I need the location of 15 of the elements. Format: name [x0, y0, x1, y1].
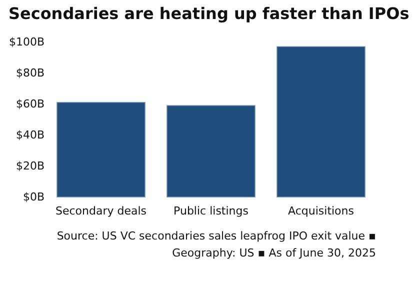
chart-title: Secondaries are heating up faster than IPOs	[8, 4, 410, 23]
bar	[56, 102, 146, 198]
y-tick-label: $20B	[16, 160, 44, 172]
source-note: Source: US VC secondaries sales leapfrog IPO exit value ▪	[56, 230, 376, 242]
x-tick-label: Secondary deals	[55, 204, 147, 218]
y-tick-label: $80B	[16, 66, 44, 80]
x-tick-label: Acquisitions	[288, 204, 354, 218]
y-tick-label: $0B	[22, 190, 44, 204]
text: Geography: US ▪ As of June 30, 2025	[172, 246, 376, 260]
y-tick-label: $100B	[8, 36, 44, 48]
bar	[166, 105, 256, 198]
y-tick-label: $40B	[16, 128, 44, 142]
y-tick-label: $60B	[16, 98, 44, 110]
bar	[276, 46, 366, 198]
x-tick-label: Public listings	[174, 204, 249, 218]
